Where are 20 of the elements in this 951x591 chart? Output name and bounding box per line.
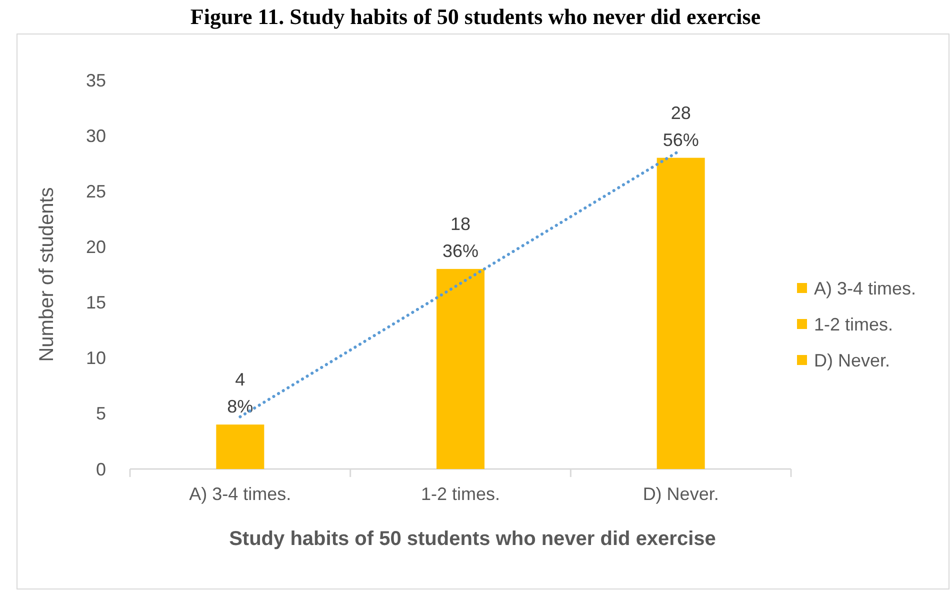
legend-label: 1-2 times.: [814, 314, 894, 334]
x-tick-label: A) 3-4 times.: [189, 484, 292, 504]
legend-label: A) 3-4 times.: [814, 278, 916, 298]
y-tick-label: 30: [86, 126, 106, 146]
x-tick-label: 1-2 times.: [420, 484, 500, 504]
x-tick-label: D) Never.: [642, 484, 719, 504]
y-tick-label: 0: [96, 459, 106, 480]
y-tick-label: 10: [86, 348, 106, 368]
data-label: 4 8%: [227, 370, 254, 417]
y-tick-label: 20: [86, 237, 106, 258]
y-tick-label: 35: [86, 70, 106, 90]
data-label: 18 36%: [442, 214, 479, 261]
y-axis-title: Number of students: [36, 187, 58, 362]
legend-label: D) Never.: [814, 350, 890, 370]
data-label: 28 56%: [662, 102, 699, 150]
y-tick-label: 25: [86, 181, 106, 202]
chart-title: Figure 11. Study habits of 50 students who never did exercise: [190, 4, 761, 29]
y-tick-label: 15: [86, 292, 106, 313]
y-tick-label: 5: [96, 404, 106, 424]
x-axis-title: Study habits of 50 students who never did exercise: [229, 528, 716, 550]
